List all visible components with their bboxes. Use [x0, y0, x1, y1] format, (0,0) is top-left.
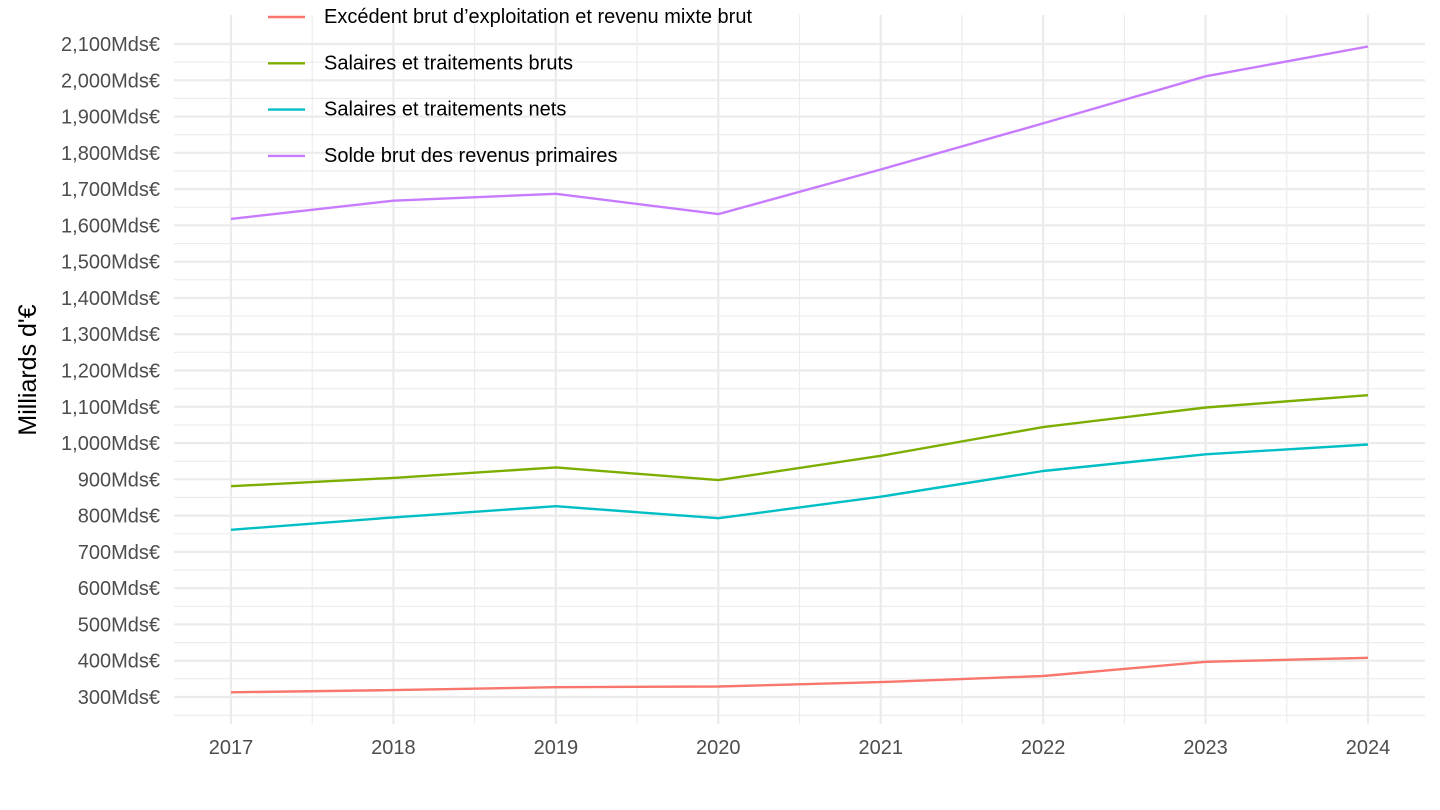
x-axis-ticks: 2017 2018 2019 2020 2021 2022 2023 2024: [209, 737, 1391, 759]
legend: Excédent brut d’exploitation et revenu m…: [268, 6, 752, 167]
x-tick-label: 2020: [696, 737, 741, 759]
y-tick-label: 600Mds€: [78, 578, 160, 600]
legend-label: Salaires et traitements nets: [324, 99, 566, 121]
series-line-3: [230, 443, 1369, 531]
y-tick-label: 1,600Mds€: [61, 215, 160, 237]
x-tick-label: 2022: [1021, 737, 1066, 759]
y-tick-label: 500Mds€: [78, 614, 160, 636]
y-tick-label: 800Mds€: [78, 506, 160, 528]
legend-item: Salaires et traitements nets: [268, 99, 566, 121]
y-tick-label: 1,500Mds€: [61, 252, 160, 274]
x-tick-label: 2023: [1183, 737, 1228, 759]
y-tick-label: 1,400Mds€: [61, 288, 160, 310]
y-tick-label: 1,300Mds€: [61, 324, 160, 346]
y-tick-label: 300Mds€: [78, 687, 160, 709]
y-tick-label: 1,900Mds€: [61, 107, 160, 129]
x-tick-label: 2021: [858, 737, 903, 759]
series-line-2: [230, 394, 1369, 488]
y-axis-title: Milliards d'€: [14, 304, 42, 435]
y-tick-label: 1,000Mds€: [61, 433, 160, 455]
legend-item: Salaires et traitements bruts: [268, 52, 573, 74]
x-tick-label: 2019: [534, 737, 579, 759]
y-tick-label: 1,800Mds€: [61, 143, 160, 165]
major-gridlines-y: [174, 42, 1425, 699]
x-tick-label: 2018: [371, 737, 416, 759]
y-axis-ticks: 300Mds€ 400Mds€ 500Mds€ 600Mds€ 700Mds€ 800Md…: [61, 34, 160, 709]
series-layer: [230, 45, 1369, 694]
y-tick-label: 1,700Mds€: [61, 179, 160, 201]
legend-label: Excédent brut d’exploitation et revenu m…: [324, 6, 752, 28]
y-tick-label: 2,100Mds€: [61, 34, 160, 56]
x-tick-label: 2017: [209, 737, 254, 759]
legend-item: Excédent brut d’exploitation et revenu m…: [268, 6, 752, 28]
y-tick-label: 400Mds€: [78, 651, 160, 673]
legend-item: Solde brut des revenus primaires: [268, 145, 617, 167]
major-gridlines-x: [229, 15, 1370, 724]
x-tick-label: 2024: [1346, 737, 1391, 759]
y-tick-label: 1,100Mds€: [61, 397, 160, 419]
y-tick-label: 700Mds€: [78, 542, 160, 564]
y-tick-label: 1,200Mds€: [61, 361, 160, 383]
y-tick-label: 2,000Mds€: [61, 70, 160, 92]
series-line-1: [230, 656, 1369, 694]
series-line-4: [230, 45, 1369, 221]
legend-label: Solde brut des revenus primaires: [324, 145, 617, 167]
legend-label: Salaires et traitements bruts: [324, 52, 573, 74]
y-tick-label: 900Mds€: [78, 469, 160, 491]
